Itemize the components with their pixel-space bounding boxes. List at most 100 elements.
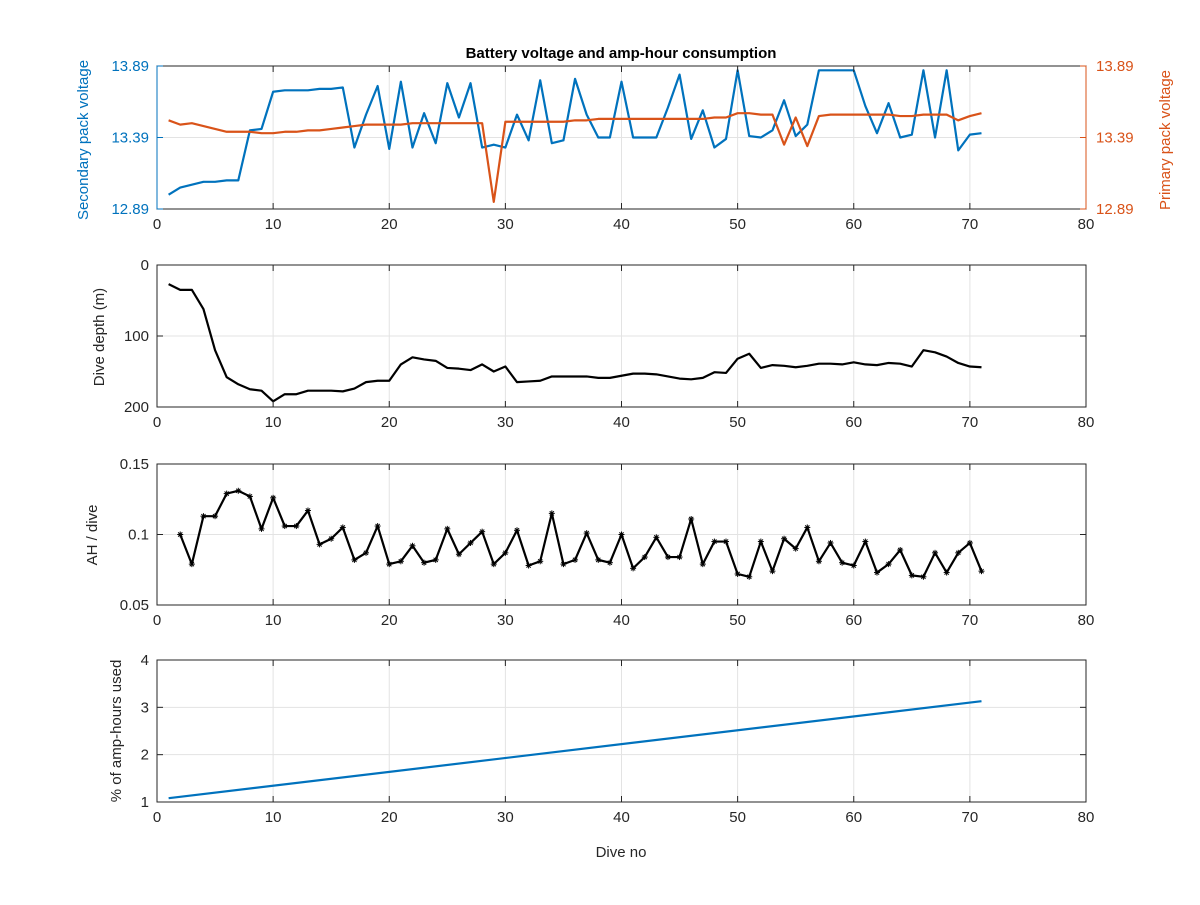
- data-point-marker: [479, 528, 486, 535]
- data-point-marker: [502, 549, 509, 556]
- y-tick-label: 200: [124, 399, 149, 416]
- x-tick-label: 70: [962, 216, 979, 233]
- y-tick-label: 12.89: [111, 201, 149, 218]
- data-point-marker: [664, 554, 671, 561]
- x-tick-label: 30: [497, 414, 514, 431]
- data-point-marker: [409, 542, 416, 549]
- data-point-marker: [537, 558, 544, 565]
- data-point-marker: [618, 531, 625, 538]
- x-tick-label: 20: [381, 414, 398, 431]
- data-point-marker: [815, 558, 822, 565]
- x-tick-label: 0: [153, 216, 161, 233]
- x-tick-label: 0: [153, 612, 161, 629]
- data-point-marker: [943, 569, 950, 576]
- y-tick-label: 13.39: [111, 130, 149, 147]
- x-tick-label: 40: [613, 414, 630, 431]
- x-tick-label: 40: [613, 809, 630, 826]
- y-tick-label: 100: [124, 328, 149, 345]
- data-point-marker: [699, 561, 706, 568]
- data-point-marker: [304, 507, 311, 514]
- data-point-marker: [792, 545, 799, 552]
- data-point-marker: [281, 523, 288, 530]
- amp-hours-used-axis-label: % of amp-hours used: [108, 660, 125, 803]
- chart-title: Battery voltage and amp-hour consumption: [466, 45, 777, 62]
- x-tick-label: 60: [845, 414, 862, 431]
- data-point-marker: [757, 538, 764, 545]
- data-point-marker: [839, 559, 846, 566]
- y-tick-label: 1: [141, 794, 149, 811]
- secondary-voltage-axis-label: Secondary pack voltage: [75, 60, 92, 220]
- x-tick-label: 20: [381, 216, 398, 233]
- data-point-marker: [827, 539, 834, 546]
- x-tick-label: 40: [613, 216, 630, 233]
- x-tick-label: 60: [845, 612, 862, 629]
- data-point-marker: [920, 573, 927, 580]
- x-tick-label: 70: [962, 809, 979, 826]
- data-point-marker: [978, 568, 985, 575]
- y-tick-label: 0.15: [120, 456, 149, 473]
- data-point-marker: [781, 535, 788, 542]
- x-tick-label: 30: [497, 216, 514, 233]
- data-point-marker: [897, 547, 904, 554]
- data-point-marker: [711, 538, 718, 545]
- data-layer: [168, 69, 985, 800]
- data-point-marker: [734, 570, 741, 577]
- -of-amp-hours-used-line: [168, 700, 982, 800]
- primary-voltage-axis-label: Primary pack voltage: [1157, 70, 1174, 210]
- x-tick-label: 50: [729, 216, 746, 233]
- data-point-marker: [676, 554, 683, 561]
- data-point-marker: [804, 524, 811, 531]
- x-tick-label: 30: [497, 809, 514, 826]
- data-point-marker: [630, 565, 637, 572]
- data-point-marker: [873, 569, 880, 576]
- data-point-marker: [339, 524, 346, 531]
- data-point-marker: [235, 487, 242, 494]
- x-tick-label: 60: [845, 216, 862, 233]
- y-tick-label: 0.05: [120, 597, 149, 614]
- data-point-marker: [188, 561, 195, 568]
- y-tick-label: 2: [141, 747, 149, 764]
- data-point-marker: [223, 490, 230, 497]
- y-tick-label: 13.89: [111, 58, 149, 75]
- data-point-marker: [374, 523, 381, 530]
- data-point-marker: [885, 561, 892, 568]
- data-point-marker: [363, 549, 370, 556]
- data-point-marker: [769, 568, 776, 575]
- ah-per-dive-line: [179, 489, 983, 578]
- axes-layer: 0 10 20 30 40 50 60 70 8012.8913.3913.8912.8913.…: [111, 58, 1133, 826]
- x-tick-label: 80: [1078, 216, 1095, 233]
- x-tick-label: 10: [265, 809, 282, 826]
- x-tick-label: 60: [845, 809, 862, 826]
- data-point-marker: [513, 527, 520, 534]
- x-tick-label: 20: [381, 612, 398, 629]
- data-point-marker: [688, 515, 695, 522]
- x-tick-label: 50: [729, 809, 746, 826]
- data-point-marker: [746, 573, 753, 580]
- x-tick-label: 70: [962, 612, 979, 629]
- data-point-marker: [270, 494, 277, 501]
- data-point-marker: [177, 531, 184, 538]
- data-point-marker: [467, 539, 474, 546]
- x-tick-label: 80: [1078, 414, 1095, 431]
- dive-no-axis-label: Dive no: [596, 844, 647, 861]
- y-right-tick-label: 13.89: [1096, 58, 1134, 75]
- data-point-marker: [432, 556, 439, 563]
- data-point-marker: [548, 510, 555, 517]
- data-point-marker: [246, 493, 253, 500]
- dive-depth-line: [168, 283, 982, 403]
- ah-per-dive-axis-label: AH / dive: [84, 505, 101, 566]
- y-tick-label: 0: [141, 257, 149, 274]
- data-point-marker: [444, 525, 451, 532]
- x-tick-label: 10: [265, 216, 282, 233]
- x-tick-label: 80: [1078, 612, 1095, 629]
- primary-pack-voltage-line: [168, 112, 982, 203]
- x-tick-label: 80: [1078, 809, 1095, 826]
- data-point-marker: [595, 556, 602, 563]
- y-right-tick-label: 12.89: [1096, 201, 1134, 218]
- x-tick-label: 30: [497, 612, 514, 629]
- data-point-marker: [583, 530, 590, 537]
- data-point-marker: [955, 549, 962, 556]
- y-tick-label: 4: [141, 652, 149, 669]
